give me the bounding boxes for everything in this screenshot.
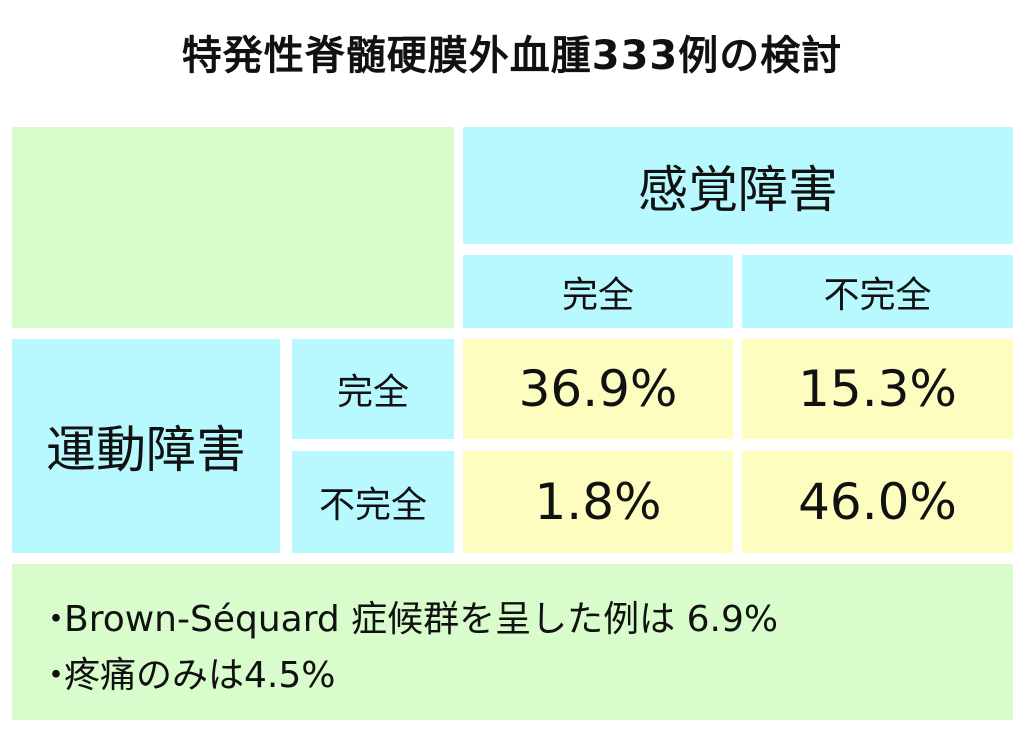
note-text: 疼痛のみは4.5% <box>64 655 336 696</box>
sensory-incomplete-column-header: 不完全 <box>742 255 1013 328</box>
note-item: ・ Brown-Séquard 症候群を呈した例は 6.9% <box>38 592 1013 648</box>
bullet-icon: ・ <box>38 599 75 640</box>
bullet-icon: ・ <box>38 655 75 696</box>
table-cell-motor-incomplete-sensory-complete: 1.8% <box>463 451 733 553</box>
table-cell-motor-complete-sensory-incomplete: 15.3% <box>742 339 1013 439</box>
note-item: ・ 疼痛のみは4.5% <box>38 648 1013 704</box>
sensory-disorder-header: 感覚障害 <box>463 127 1013 244</box>
table-cell-motor-complete-sensory-complete: 36.9% <box>463 339 733 439</box>
notes-panel: ・ Brown-Séquard 症候群を呈した例は 6.9% ・ 疼痛のみは4.… <box>12 564 1013 720</box>
motor-complete-row-header: 完全 <box>292 339 454 439</box>
page-title: 特発性脊髄硬膜外血腫333例の検討 <box>181 33 843 79</box>
sensory-complete-column-header: 完全 <box>463 255 733 328</box>
motor-incomplete-row-header: 不完全 <box>292 451 454 553</box>
table-corner-cell <box>12 127 454 328</box>
table-cell-motor-incomplete-sensory-incomplete: 46.0% <box>742 451 1013 553</box>
note-text: Brown-Séquard 症候群を呈した例は 6.9% <box>64 599 779 640</box>
motor-disorder-header: 運動障害 <box>12 339 280 553</box>
